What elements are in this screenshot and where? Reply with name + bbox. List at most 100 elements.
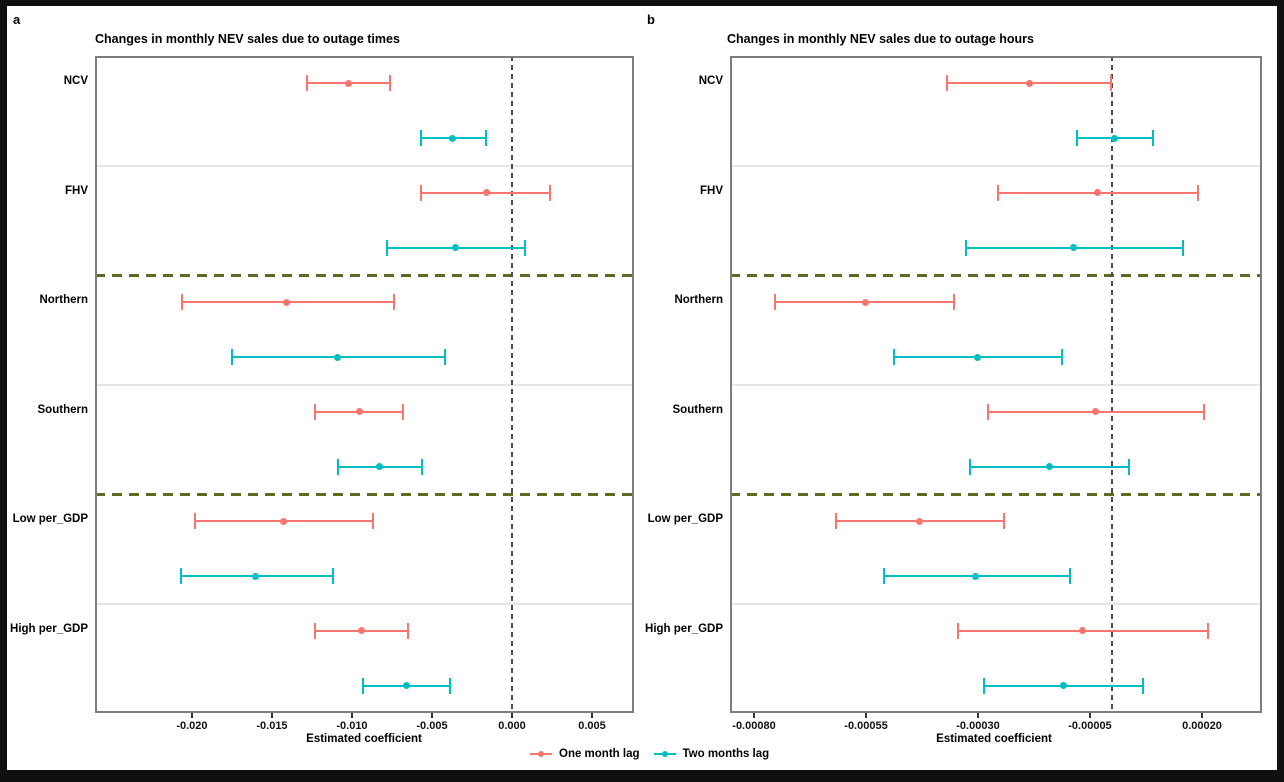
errorbar-cap-left	[306, 75, 309, 92]
estimate-point	[452, 244, 460, 252]
errorbar-cap-left	[386, 239, 389, 256]
category-label: High per_GDP	[645, 622, 723, 635]
category-label: NCV	[63, 75, 88, 88]
category-label: FHV	[65, 184, 88, 197]
category-label: Low per_GDP	[12, 513, 88, 526]
category-label: Southern	[37, 403, 88, 416]
errorbar-cap-left	[834, 513, 837, 530]
panel-b-xaxis-title: Estimated coefficient	[936, 733, 1052, 745]
x-tick-mark	[190, 713, 193, 718]
estimate-point	[1079, 627, 1087, 635]
errorbar-cap-right	[1181, 239, 1184, 256]
errorbar-cap-left	[946, 75, 949, 92]
dashed-separator-line	[730, 492, 1262, 496]
errorbar-cap-right	[371, 513, 374, 530]
category-label: Northern	[39, 294, 88, 307]
errorbar-cap-right	[523, 239, 526, 256]
errorbar-cap-right	[1060, 349, 1063, 366]
errorbar-cap-left	[230, 349, 233, 366]
category-label: NCV	[698, 75, 723, 88]
errorbar-cap-right	[1128, 458, 1131, 475]
errorbar-cap-left	[774, 294, 777, 311]
errorbar-cap-right	[402, 403, 405, 420]
x-tick-label: -0.00055	[844, 720, 888, 732]
category-label: High per_GDP	[10, 622, 88, 635]
errorbar-cap-right	[1152, 130, 1155, 147]
errorbar-cap-right	[1206, 622, 1209, 639]
errorbar-cap-right	[1141, 677, 1144, 694]
panel-b-border	[730, 56, 1262, 713]
dashed-separator-line	[95, 273, 634, 277]
x-tick-mark	[590, 713, 593, 718]
estimate-point	[449, 134, 457, 142]
x-tick-label: -0.00080	[732, 720, 776, 732]
errorbar-cap-left	[882, 568, 885, 585]
errorbar-cap-left	[987, 403, 990, 420]
legend-label: One month lag	[559, 748, 640, 760]
errorbar-cap-right	[1202, 403, 1205, 420]
estimate-point	[974, 353, 982, 361]
errorbar-cap-left	[964, 239, 967, 256]
errorbar-cap-left	[179, 568, 182, 585]
estimate-point	[334, 353, 342, 361]
estimate-point	[1070, 244, 1078, 252]
legend-label: Two months lag	[682, 748, 770, 760]
errorbar-cap-left	[968, 458, 971, 475]
zero-reference-line	[510, 56, 513, 713]
category-gridline	[95, 383, 634, 386]
errorbar-cap-left	[1075, 130, 1078, 147]
errorbar-cap-right	[549, 184, 552, 201]
x-tick-label: -0.010	[336, 720, 368, 732]
errorbar-cap-left	[997, 184, 1000, 201]
errorbar-cap-right	[952, 294, 955, 311]
frame-right	[1277, 0, 1284, 782]
errorbar-cap-right	[443, 349, 446, 366]
x-tick-mark	[350, 713, 353, 718]
category-label: Low per_GDP	[647, 513, 723, 526]
errorbar-cap-right	[331, 568, 334, 585]
x-tick-mark	[753, 713, 755, 718]
errorbar-cap-right	[421, 458, 424, 475]
errorbar-cap-right	[1110, 75, 1113, 92]
dashed-separator-line	[95, 492, 634, 496]
errorbar-cap-right	[1002, 513, 1005, 530]
panel-a-border	[95, 56, 634, 713]
frame-bottom	[0, 770, 1284, 782]
x-tick-label: -0.00030	[956, 720, 1000, 732]
errorbar-cap-left	[314, 622, 317, 639]
x-tick-mark	[1200, 713, 1203, 718]
dashed-separator-line	[730, 273, 1262, 277]
errorbar-cap-right	[406, 622, 409, 639]
x-tick-mark	[976, 713, 979, 718]
errorbar-cap-right	[485, 130, 488, 147]
errorbar-cap-right	[448, 677, 451, 694]
legend-item-one-month-lag: One month lag	[530, 748, 640, 760]
x-tick-label: -0.00005	[1068, 720, 1112, 732]
category-label: Northern	[674, 294, 723, 307]
estimate-point	[861, 298, 869, 306]
estimate-point	[356, 408, 364, 416]
estimate-point	[1059, 682, 1067, 690]
category-gridline	[730, 164, 1262, 167]
errorbar-cap-left	[983, 677, 986, 694]
errorbar-cap-left	[419, 130, 422, 147]
estimate-point	[972, 572, 980, 580]
x-tick-mark	[1088, 713, 1091, 718]
two-months-lag-pointrange-icon	[653, 749, 676, 759]
legend-item-two-months-lag: Two months lag	[653, 748, 770, 760]
x-tick-mark	[510, 713, 513, 718]
panel-a-title: Changes in monthly NEV sales due to outa…	[95, 32, 400, 46]
errorbar-cap-left	[956, 622, 959, 639]
x-tick-label: -0.005	[416, 720, 448, 732]
estimate-point	[1025, 79, 1033, 87]
estimate-point	[375, 463, 383, 471]
errorbar-cap-right	[1068, 568, 1071, 585]
errorbar-cap-left	[362, 677, 365, 694]
panel-b-title: Changes in monthly NEV sales due to outa…	[727, 32, 1034, 46]
errorbar-cap-left	[419, 184, 422, 201]
category-label: FHV	[700, 184, 723, 197]
estimate-point	[279, 517, 287, 525]
x-tick-mark	[865, 713, 867, 718]
category-gridline	[95, 602, 634, 605]
